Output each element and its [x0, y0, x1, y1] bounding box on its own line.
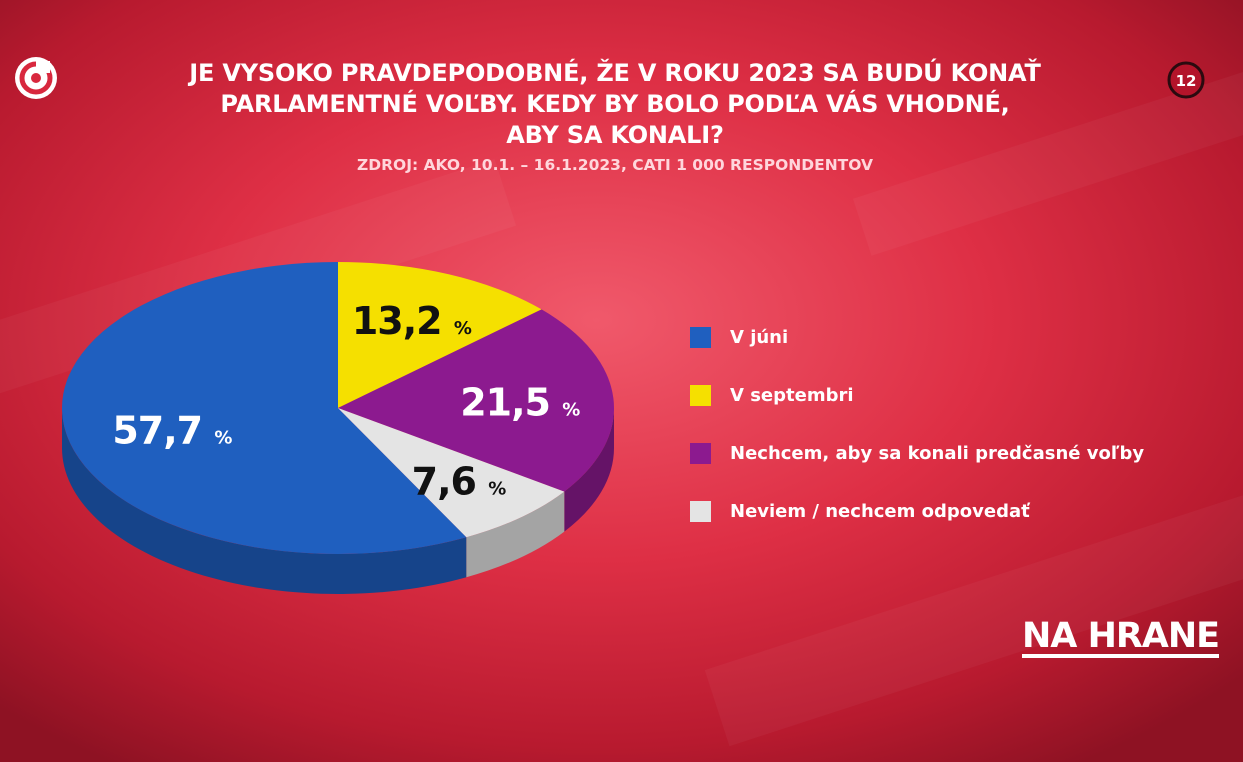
- show-brand-name: NA HRANE: [1022, 616, 1220, 656]
- legend-swatch: [690, 442, 711, 464]
- pie-top: [62, 262, 614, 554]
- data-label: 57,7 %: [112, 409, 232, 453]
- legend-item: V júni: [690, 308, 1144, 366]
- legend-label: V septembri: [730, 384, 854, 406]
- data-label: 21,5 %: [460, 381, 580, 425]
- legend-label: Nechcem, aby sa konali predčasné voľby: [730, 442, 1145, 464]
- pie-slice: [338, 262, 542, 408]
- data-label-unit: %: [214, 428, 232, 449]
- legend-item: Nechcem, aby sa konali predčasné voľby: [690, 424, 1144, 482]
- legend-item: Neviem / nechcem odpovedať: [690, 482, 1144, 540]
- channel-number-label: 12: [1176, 72, 1197, 90]
- data-label: 13,2 %: [352, 299, 472, 343]
- channel-number-logo: 12: [1167, 61, 1205, 99]
- legend: V júni V septembri Nechcem, aby sa konal…: [690, 308, 1144, 540]
- chart-title-line: PARLAMENTNÉ VOĽBY. KEDY BY BOLO PODĽA VÁ…: [220, 90, 1010, 118]
- data-label-unit: %: [488, 478, 506, 499]
- legend-swatch: [690, 500, 711, 522]
- chart-title-line: ABY SA KONALI?: [506, 121, 724, 149]
- legend-item: V septembri: [690, 366, 1144, 424]
- pie-labels: 57,7 %13,2 %21,5 %7,6 %: [112, 299, 581, 503]
- pie-slice-side: [61, 408, 467, 595]
- source-note: ZDROJ: AKO, 10.1. – 16.1.2023, CATI 1 00…: [356, 156, 874, 174]
- pie-slice: [338, 309, 614, 492]
- pie-slice: [338, 408, 565, 538]
- legend-swatch: [690, 384, 711, 406]
- show-brand-logo: NA HRANE: [1022, 616, 1220, 658]
- legend-label: Neviem / nechcem odpovedať: [730, 500, 1030, 522]
- legend-label: V júni: [730, 326, 789, 348]
- pie-slice-side: [564, 408, 614, 532]
- legend-swatch: [690, 326, 711, 348]
- pie-slice-side: [466, 491, 565, 578]
- pie-sides: [61, 408, 614, 595]
- brand-underline: [1022, 654, 1220, 658]
- stv-spiral-logo-icon: [15, 57, 57, 99]
- chart-title-line: JE VYSOKO PRAVDEPODOBNÉ, ŽE V ROKU 2023 …: [189, 59, 1041, 87]
- chart-title: JE VYSOKO PRAVDEPODOBNÉ, ŽE V ROKU 2023 …: [150, 58, 1080, 151]
- pie-slice: [62, 262, 467, 554]
- data-label-unit: %: [562, 400, 580, 421]
- data-label-unit: %: [454, 318, 472, 339]
